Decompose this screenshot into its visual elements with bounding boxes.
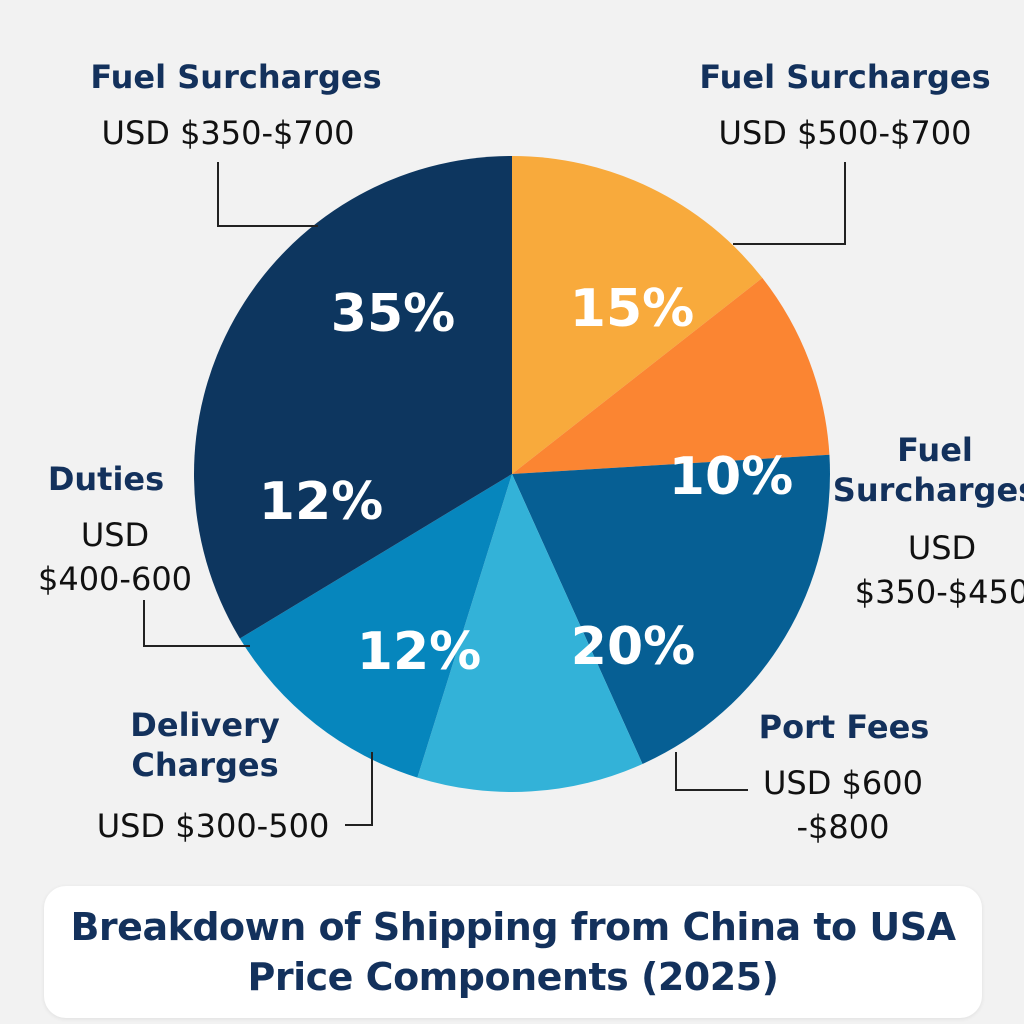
pie-slice-2 [512, 277, 830, 474]
slice-percent-label-4: 12% [357, 622, 481, 682]
slice-price-range-1: USD $500-$700 [719, 114, 972, 152]
leader-line-5 [143, 600, 250, 647]
slice-category-label-4: Delivery Charges [130, 706, 280, 784]
slice-percent-label-6: 35% [331, 284, 455, 344]
slice-category-label-6: Fuel Surcharges [90, 58, 381, 96]
leader-line-4 [345, 752, 373, 826]
leader-line-3 [675, 752, 748, 791]
leader-line-6 [217, 162, 318, 227]
pie-slice-4 [417, 474, 643, 792]
pie-slice-5 [239, 474, 513, 778]
slice-percent-label-3: 20% [571, 617, 695, 677]
slice-category-label-2: Fuel Surcharges [833, 431, 1024, 509]
slice-category-label-3: Port Fees [759, 708, 930, 746]
slice-price-range-6: USD $350-$700 [102, 114, 355, 152]
slice-price-range-5: USD $400-600 [38, 516, 192, 598]
slice-percent-label-5: 12% [259, 472, 383, 532]
slice-percent-label-2: 10% [669, 447, 793, 507]
chart-title-box: Breakdown of Shipping from China to USA … [44, 886, 982, 1018]
chart-title-line-1: Breakdown of Shipping from China to USA [70, 905, 956, 949]
slice-price-range-3: USD $600 -$800 [763, 764, 923, 846]
leader-line-1 [733, 162, 846, 245]
slice-category-label-1: Fuel Surcharges [699, 58, 990, 96]
pie-slice-1 [512, 156, 763, 474]
slice-percent-label-1: 15% [570, 279, 694, 339]
chart-title-line-2: Price Components (2025) [247, 955, 779, 999]
pie-slice-3 [512, 454, 830, 764]
slice-price-range-4: USD $300-500 [97, 807, 330, 845]
slice-category-label-5: Duties [48, 460, 164, 498]
slice-price-range-2: USD $350-$450 [855, 529, 1024, 611]
pie-slice-6 [194, 156, 512, 639]
